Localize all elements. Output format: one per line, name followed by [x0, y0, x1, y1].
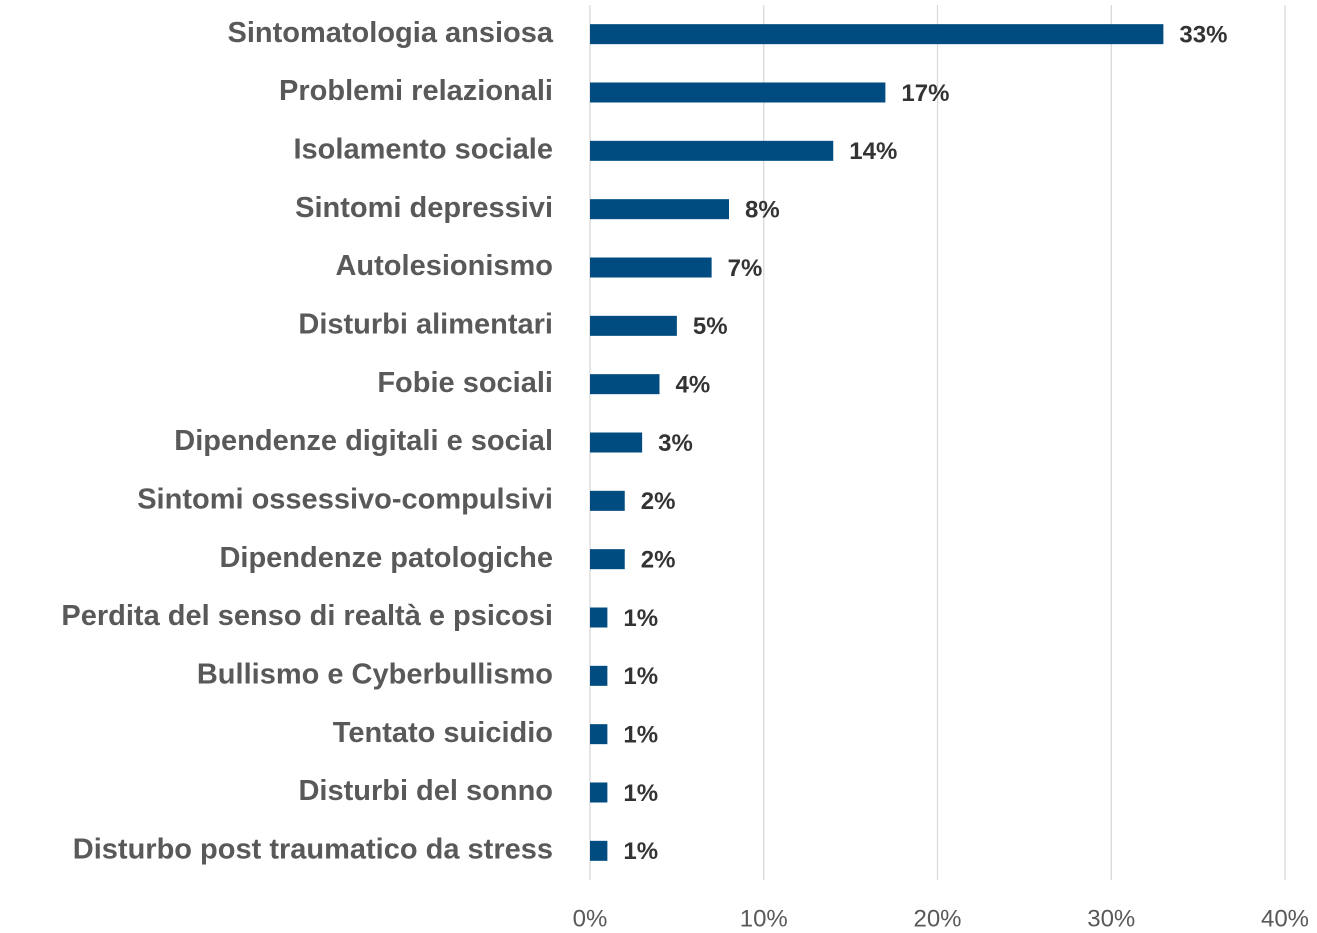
category-label: Sintomatologia ansiosa [228, 17, 554, 49]
data-label: 2% [641, 547, 676, 574]
category-label: Dipendenze digitali e social [174, 425, 553, 457]
bar [590, 840, 608, 861]
x-tick-label: 30% [1087, 905, 1135, 932]
category-label: Isolamento sociale [294, 133, 554, 165]
data-label: 1% [623, 838, 658, 865]
data-label: 8% [745, 197, 780, 224]
data-label: 14% [849, 138, 897, 165]
data-label: 17% [901, 80, 949, 107]
bar [590, 315, 677, 336]
bar [590, 199, 729, 220]
category-label: Tentato suicidio [333, 717, 553, 749]
category-label: Fobie sociali [377, 367, 553, 399]
x-tick-label: 20% [913, 905, 961, 932]
data-label: 1% [623, 663, 658, 690]
bar [590, 665, 608, 686]
data-label: 2% [641, 488, 676, 515]
bar [590, 82, 886, 103]
data-label: 33% [1179, 22, 1227, 49]
data-label: 3% [658, 430, 693, 457]
data-label: 5% [693, 313, 728, 340]
bar [590, 432, 643, 453]
x-tick-label: 0% [573, 905, 608, 932]
category-label: Disturbi del sonno [298, 775, 553, 807]
data-label: 1% [623, 722, 658, 749]
category-label: Disturbo post traumatico da stress [73, 833, 553, 865]
category-label: Perdita del senso di realtà e psicosi [61, 600, 553, 632]
category-label: Sintomi ossessivo-compulsivi [137, 483, 553, 515]
category-label: Dipendenze patologiche [219, 542, 553, 574]
x-tick-label: 40% [1261, 905, 1309, 932]
category-label: Problemi relazionali [279, 75, 553, 107]
x-tick-label: 10% [740, 905, 788, 932]
data-label: 4% [676, 372, 711, 399]
category-label: Disturbi alimentari [298, 308, 553, 340]
category-label: Bullismo e Cyberbullismo [197, 658, 553, 690]
bar [590, 782, 608, 803]
data-label: 1% [623, 780, 658, 807]
bar [590, 549, 625, 570]
data-label: 7% [728, 255, 763, 282]
bar [590, 607, 608, 628]
data-label: 1% [623, 605, 658, 632]
bar [590, 490, 625, 511]
category-label: Sintomi depressivi [295, 192, 553, 224]
bar [590, 257, 712, 278]
bar [590, 24, 1164, 45]
category-label: Autolesionismo [335, 250, 553, 282]
bar [590, 374, 660, 395]
bar [590, 140, 834, 161]
bar [590, 724, 608, 745]
